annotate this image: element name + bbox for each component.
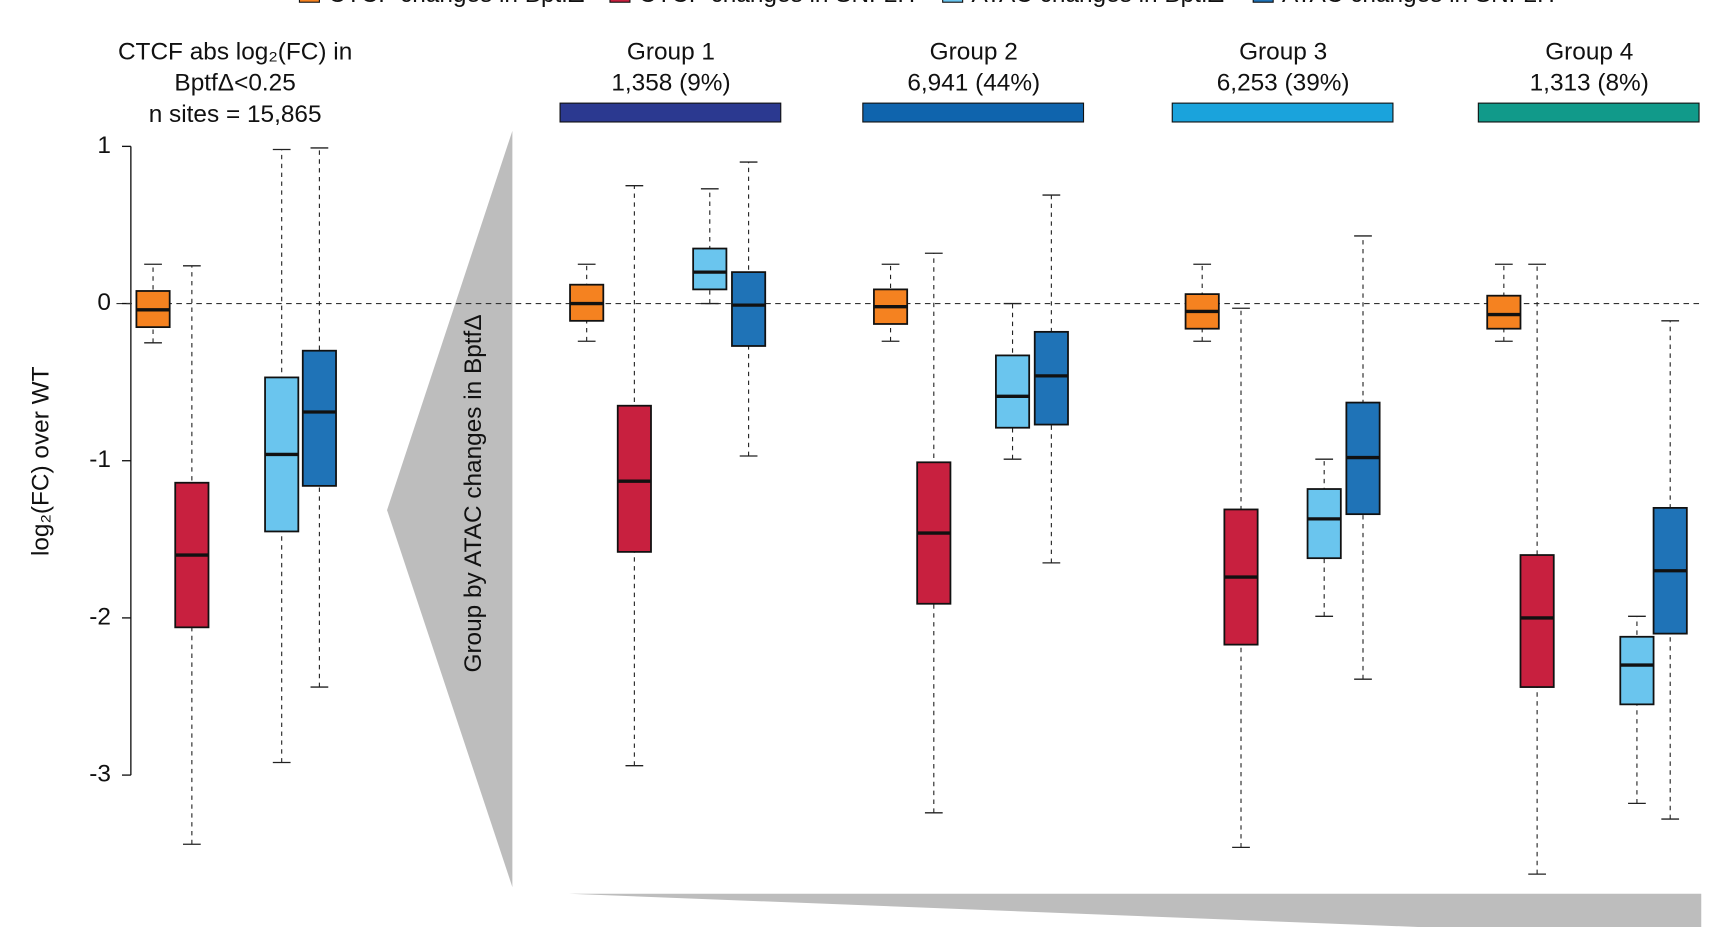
y-tick-label: -1 (89, 446, 111, 473)
group-bar (559, 102, 782, 123)
legend-label: ATAC changes in BptfΔ (972, 0, 1225, 8)
legend-label: ATAC changes in SNF2H (1282, 0, 1555, 8)
panel-title: Group 4 (1545, 39, 1633, 66)
box (301, 349, 337, 487)
legend-swatch (1252, 0, 1274, 3)
y-tick-label: 0 (97, 289, 111, 316)
panel-title: 6,253 (39%) (1217, 70, 1350, 97)
side-label: Group by ATAC changes in BptfΔ (460, 314, 487, 672)
panel-title: 1,358 (9%) (611, 70, 730, 97)
panel-title: n sites = 15,865 (149, 101, 322, 128)
box (1033, 330, 1069, 426)
panel-title: Group 2 (930, 39, 1018, 66)
box (692, 247, 728, 291)
panel-title: CTCF abs log₂(FC) in (118, 39, 352, 66)
panel-title: 1,313 (8%) (1530, 70, 1649, 97)
panel-title: Group 1 (627, 39, 715, 66)
group-bar (1171, 102, 1394, 123)
panel-title: BptfΔ<0.25 (174, 70, 295, 97)
box (995, 354, 1031, 429)
panel-title: 6,941 (44%) (907, 70, 1040, 97)
box (616, 404, 652, 553)
y-tick-label: -3 (89, 761, 111, 788)
y-tick-label: 1 (97, 132, 111, 159)
legend-swatch (942, 0, 964, 3)
box (1519, 554, 1555, 688)
group-bar (862, 102, 1085, 123)
zoom-wedge (387, 130, 513, 888)
y-axis-label: log₂(FC) over WT (28, 366, 55, 556)
legend-swatch (609, 0, 631, 3)
panel-title: Group 3 (1239, 39, 1327, 66)
box (731, 271, 767, 347)
y-tick-label: -2 (89, 603, 111, 630)
legend-label: CTCF changes in BptfΔ (328, 0, 584, 8)
legend-label: CTCF changes in SNF2H (639, 0, 915, 8)
box (1619, 635, 1655, 706)
legend-swatch (298, 0, 320, 3)
gradient-wedge (568, 893, 1702, 927)
box (1306, 488, 1342, 560)
box (1486, 294, 1522, 330)
group-bar (1477, 102, 1700, 123)
